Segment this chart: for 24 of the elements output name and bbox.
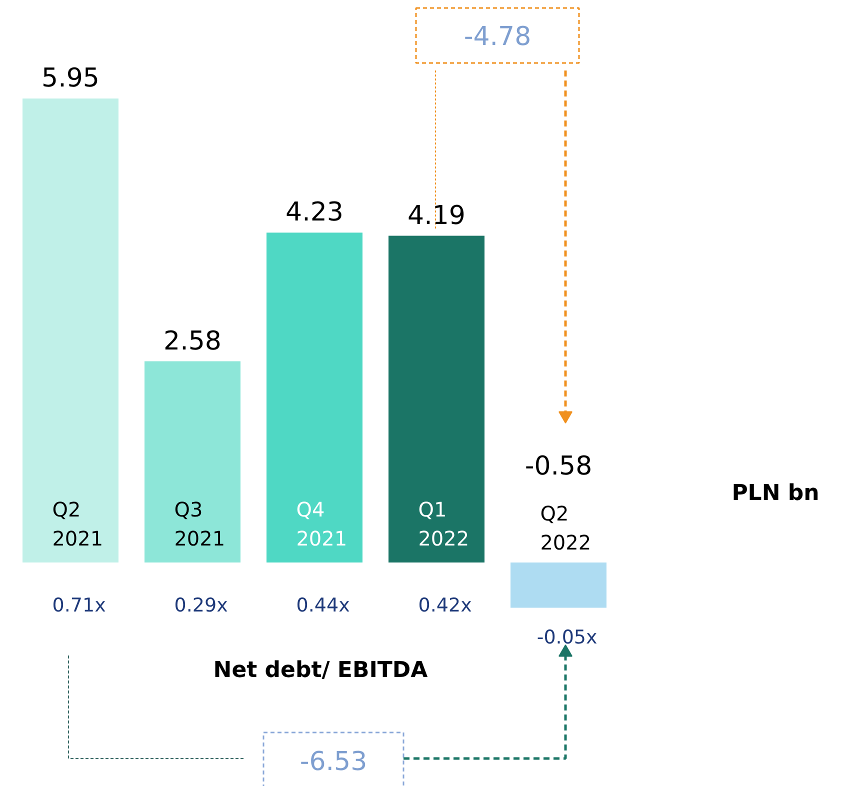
x-tick-label: Q2 2022: [540, 502, 592, 554]
annotation: 0.29x: [174, 594, 228, 616]
bar: [266, 232, 362, 562]
bar: [510, 562, 606, 608]
bar: [22, 98, 118, 562]
bar: [388, 236, 484, 562]
text: -4.78: [464, 22, 532, 52]
data-label: 4.19: [408, 200, 466, 231]
x-tick-label: Q2 2021: [52, 498, 104, 550]
bar: [144, 361, 240, 562]
x-tick-label: Q3 2021: [174, 498, 226, 550]
text: -0.05x: [536, 626, 598, 649]
annotation: 0.71x: [52, 594, 106, 616]
text: -6.53: [300, 747, 368, 777]
annotation: 0.44x: [296, 594, 350, 616]
x-tick-label: Q1 2022: [418, 498, 470, 550]
text: Net debt/ EBITDA: [213, 658, 428, 683]
text: PLN bn: [732, 481, 820, 506]
data-label: 2.58: [164, 326, 222, 356]
annotation: 0.42x: [418, 594, 472, 616]
data-label: -0.58: [524, 452, 592, 482]
data-label: 4.23: [286, 198, 344, 228]
data-label: 5.95: [42, 64, 100, 94]
x-tick-label: Q4 2021: [296, 498, 348, 550]
